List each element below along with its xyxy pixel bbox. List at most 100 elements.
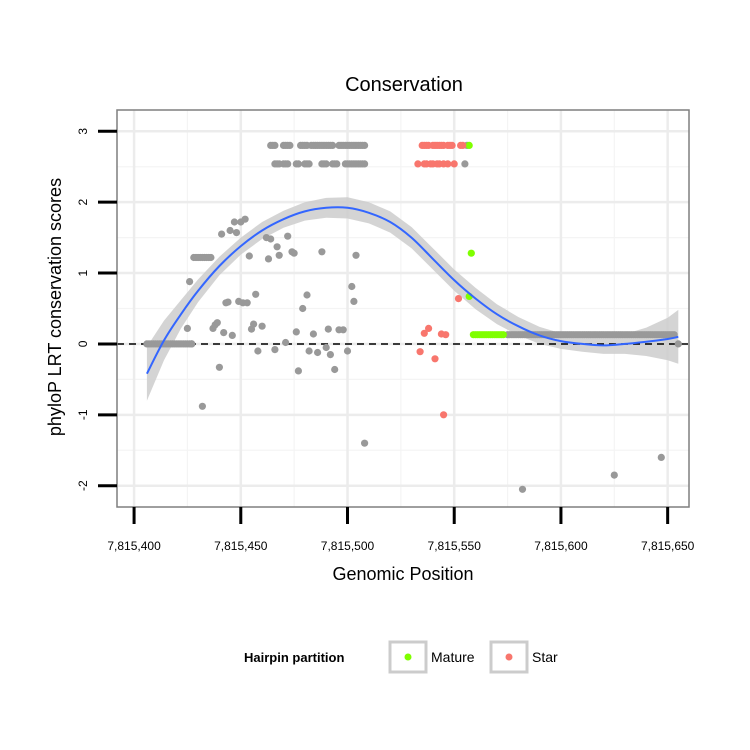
grid	[117, 110, 689, 507]
point-other	[220, 329, 228, 337]
x-tick-label: 7,815,550	[428, 539, 482, 553]
point-other	[284, 232, 292, 240]
point-other	[213, 319, 221, 327]
point-other	[339, 326, 347, 334]
point-other	[186, 278, 194, 286]
point-other	[352, 251, 360, 259]
point-other	[215, 363, 223, 371]
y-tick-label: 1	[76, 269, 90, 276]
point-other	[218, 230, 226, 238]
point-other	[343, 347, 352, 355]
point-mature	[465, 141, 473, 149]
point-other	[322, 160, 330, 168]
y-tick-label: -1	[76, 409, 90, 420]
point-star	[450, 160, 458, 168]
point-star	[459, 141, 467, 149]
x-tick-label: 7,815,500	[321, 539, 375, 553]
point-star	[416, 348, 424, 356]
point-other	[361, 160, 369, 168]
point-other	[273, 243, 281, 251]
point-other	[241, 215, 249, 223]
point-other	[299, 304, 307, 313]
point-other	[674, 340, 682, 348]
point-other	[610, 471, 618, 479]
x-tick-label: 7,815,600	[534, 539, 588, 553]
point-other	[207, 253, 215, 262]
point-other	[305, 160, 313, 168]
x-axis: 7,815,400 7,815,450 7,815,500 7,815,550 7,81…	[107, 507, 695, 553]
point-other	[518, 485, 527, 493]
point-other	[286, 141, 294, 149]
legend-swatch-star	[505, 653, 513, 661]
y-tick-label: 0	[76, 340, 90, 347]
point-other	[188, 340, 196, 348]
point-other	[292, 328, 300, 336]
point-mature	[467, 249, 475, 257]
point-star	[448, 141, 456, 149]
x-tick-label: 7,815,650	[641, 539, 695, 553]
point-other	[326, 351, 334, 359]
point-other	[333, 160, 341, 168]
legend: Hairpin partition Mature Star	[244, 640, 558, 674]
y-tick-label: -2	[76, 480, 90, 491]
point-star	[440, 411, 448, 419]
y-tick-label: 2	[76, 199, 90, 206]
point-other	[226, 226, 234, 235]
point-other	[350, 297, 358, 305]
y-axis: 3 2 1 0 -1 -2	[76, 128, 117, 491]
smooth-curve	[146, 206, 679, 375]
point-other	[250, 320, 258, 328]
point-mature	[499, 331, 507, 339]
point-other	[461, 160, 469, 168]
point-other	[318, 248, 326, 256]
point-other	[183, 324, 191, 332]
panel-border	[116, 109, 690, 508]
point-star	[431, 355, 439, 363]
point-star	[420, 329, 428, 337]
point-other	[309, 330, 317, 338]
x-tick-label: 7,815,400	[107, 539, 161, 553]
point-other	[303, 291, 311, 299]
smooth-line	[146, 206, 679, 375]
point-other	[348, 282, 356, 291]
y-tick-label: 3	[76, 128, 90, 135]
point-other	[198, 402, 206, 410]
point-other	[275, 251, 283, 259]
point-other	[294, 367, 302, 375]
point-other	[258, 322, 266, 330]
point-other	[324, 325, 332, 333]
point-other	[314, 348, 322, 357]
point-other	[264, 255, 273, 263]
point-other	[657, 453, 665, 461]
y-axis-title: phyloP LRT conservation scores	[45, 178, 65, 436]
legend-swatch-mature	[404, 653, 412, 661]
point-other	[267, 235, 275, 243]
point-star	[425, 324, 433, 332]
point-other	[284, 160, 292, 168]
point-star	[444, 160, 452, 168]
point-other	[271, 141, 279, 149]
legend-title: Hairpin partition	[244, 650, 344, 665]
point-other	[290, 249, 298, 257]
point-other	[329, 141, 337, 149]
point-other	[243, 299, 251, 307]
point-star	[454, 295, 463, 303]
point-other	[230, 218, 238, 226]
point-other	[252, 290, 260, 298]
x-tick-label: 7,815,450	[214, 539, 268, 553]
legend-label-star: Star	[532, 649, 558, 665]
point-star	[414, 160, 422, 168]
point-other	[228, 331, 236, 339]
point-other	[224, 298, 232, 306]
point-other	[361, 141, 369, 149]
chart-title: Conservation	[345, 74, 463, 96]
scatter-points	[143, 141, 682, 493]
point-other	[361, 439, 369, 447]
point-other	[254, 347, 262, 355]
point-other	[232, 229, 241, 237]
point-other	[305, 347, 313, 355]
point-other	[294, 160, 302, 168]
point-other	[271, 346, 279, 354]
